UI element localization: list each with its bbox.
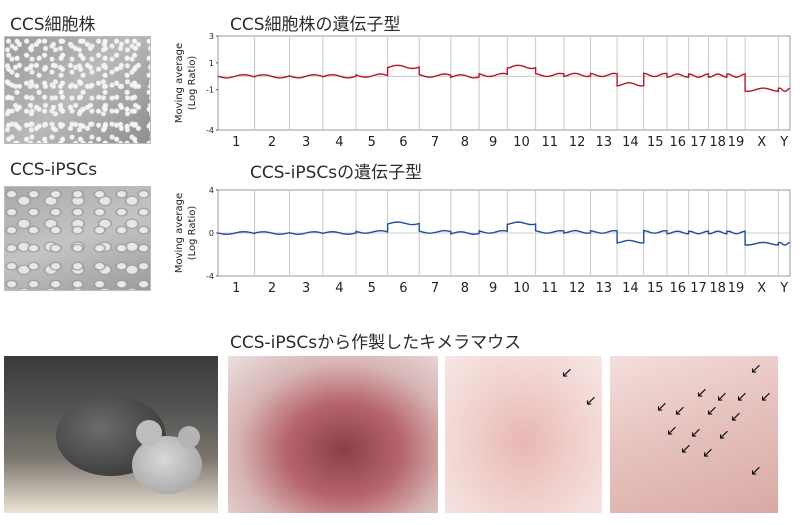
- chromosome-label: 16: [669, 135, 686, 150]
- ccs-cell-micrograph: [4, 36, 151, 144]
- chromosome-label: 4: [335, 281, 343, 296]
- chromosome-label: 15: [647, 135, 664, 150]
- ipsc-genotype-chart: Moving average (Log Ratio)40-41 2 3 4 5 6 7 8 9 10…: [174, 186, 791, 296]
- dissection-photo-3: ↙ ↙ ↙ ↙ ↙ ↙ ↙ ↙ ↙ ↙ ↙ ↙ ↙ ↙ ↙: [610, 356, 778, 513]
- chimera-mouse-photo: [4, 356, 218, 513]
- chromosome-label: 1: [232, 281, 240, 296]
- y-axis-label: Moving average: [174, 43, 185, 123]
- chromosome-label: 2: [268, 135, 276, 150]
- chromosome-label: X: [757, 281, 766, 296]
- chromosome-label: 18: [709, 281, 726, 296]
- chromosome-label: 10: [513, 281, 530, 296]
- arrow-icon: ↙: [696, 385, 708, 401]
- chromosome-label: Y: [779, 135, 788, 150]
- ccs-genotype-chart: Moving average (Log Ratio)31-1-41 2 3 4 5 6 7 8 9…: [174, 32, 791, 150]
- chromosome-label: 9: [489, 135, 497, 150]
- chromosome-label: 19: [728, 135, 745, 150]
- y-axis-label: Moving average: [174, 193, 185, 273]
- chromosome-label: 7: [431, 135, 439, 150]
- y-tick-label: -4: [206, 126, 214, 135]
- arrow-icon: ↙: [730, 409, 742, 425]
- chromosome-label: 8: [461, 135, 469, 150]
- genotype-series-line: [217, 221, 791, 246]
- chromosome-label: 3: [302, 135, 310, 150]
- arrow-icon: ↙: [585, 393, 597, 409]
- chromosome-label: 9: [489, 281, 497, 296]
- chromosome-label: 16: [669, 281, 686, 296]
- ipsc-colony-micrograph: [4, 186, 151, 291]
- chromosome-label: Y: [779, 281, 788, 296]
- chimera-title: CCS-iPSCsから作製したキメラマウス: [230, 333, 522, 353]
- chromosome-label: 13: [595, 135, 612, 150]
- chromosome-label: 5: [368, 281, 376, 296]
- arrow-icon: ↙: [680, 441, 692, 457]
- chromosome-label: 11: [541, 135, 558, 150]
- arrow-icon: ↙: [702, 445, 714, 461]
- chromosome-label: 2: [268, 281, 276, 296]
- chromosome-label: X: [757, 135, 766, 150]
- y-axis-label-unit: (Log Ratio): [187, 56, 198, 111]
- arrow-icon: ↙: [656, 399, 668, 415]
- ipsc-label: CCS-iPSCs: [10, 160, 98, 180]
- chromosome-label: 19: [728, 281, 745, 296]
- arrow-icon: ↙: [760, 389, 772, 405]
- arrow-icon: ↙: [750, 361, 762, 377]
- arrow-icon: ↙: [716, 389, 728, 405]
- arrow-icon: ↙: [718, 427, 730, 443]
- chromosome-label: 1: [232, 135, 240, 150]
- chromosome-label: 18: [709, 135, 726, 150]
- chromosome-label: 17: [690, 135, 707, 150]
- chromosome-label: 7: [431, 281, 439, 296]
- chromosome-label: 17: [690, 281, 707, 296]
- dissection-photo-2: ↙ ↙: [445, 356, 602, 513]
- chromosome-label: 14: [622, 281, 639, 296]
- mouse-ear-shape: [136, 420, 162, 446]
- arrow-icon: ↙: [750, 463, 762, 479]
- chromosome-label: 3: [302, 281, 310, 296]
- mouse-ear-shape: [178, 426, 200, 448]
- chromosome-label: 5: [368, 135, 376, 150]
- ipsc-genotype-title: CCS-iPSCsの遺伝子型: [250, 163, 423, 183]
- y-tick-label: 4: [209, 186, 214, 195]
- ccs-genotype-title: CCS細胞株の遺伝子型: [230, 15, 401, 35]
- chromosome-label: 6: [399, 135, 407, 150]
- arrow-icon: ↙: [706, 403, 718, 419]
- chromosome-label: 12: [569, 135, 586, 150]
- chromosome-label: 10: [513, 135, 530, 150]
- y-tick-label: -1: [206, 86, 214, 95]
- chromosome-label: 11: [541, 281, 558, 296]
- chromosome-label: 4: [335, 135, 343, 150]
- y-tick-label: 0: [209, 229, 214, 238]
- y-tick-label: -4: [206, 272, 214, 281]
- y-tick-label: 1: [209, 59, 214, 68]
- arrow-icon: ↙: [561, 365, 573, 381]
- chromosome-label: 12: [569, 281, 586, 296]
- y-axis-label-unit: (Log Ratio): [187, 206, 198, 261]
- arrow-icon: ↙: [736, 389, 748, 405]
- genotype-series-line: [217, 64, 791, 93]
- chromosome-label: 13: [595, 281, 612, 296]
- chromosome-label: 6: [399, 281, 407, 296]
- arrow-icon: ↙: [690, 425, 702, 441]
- arrow-icon: ↙: [666, 423, 678, 439]
- y-tick-label: 3: [209, 32, 214, 41]
- dissection-photo-1: [228, 356, 438, 513]
- chromosome-label: 8: [461, 281, 469, 296]
- chromosome-label: 15: [647, 281, 664, 296]
- arrow-icon: ↙: [674, 403, 686, 419]
- plot-frame: [217, 35, 791, 131]
- ccs-cell-line-label: CCS細胞株: [10, 15, 96, 35]
- chromosome-label: 14: [622, 135, 639, 150]
